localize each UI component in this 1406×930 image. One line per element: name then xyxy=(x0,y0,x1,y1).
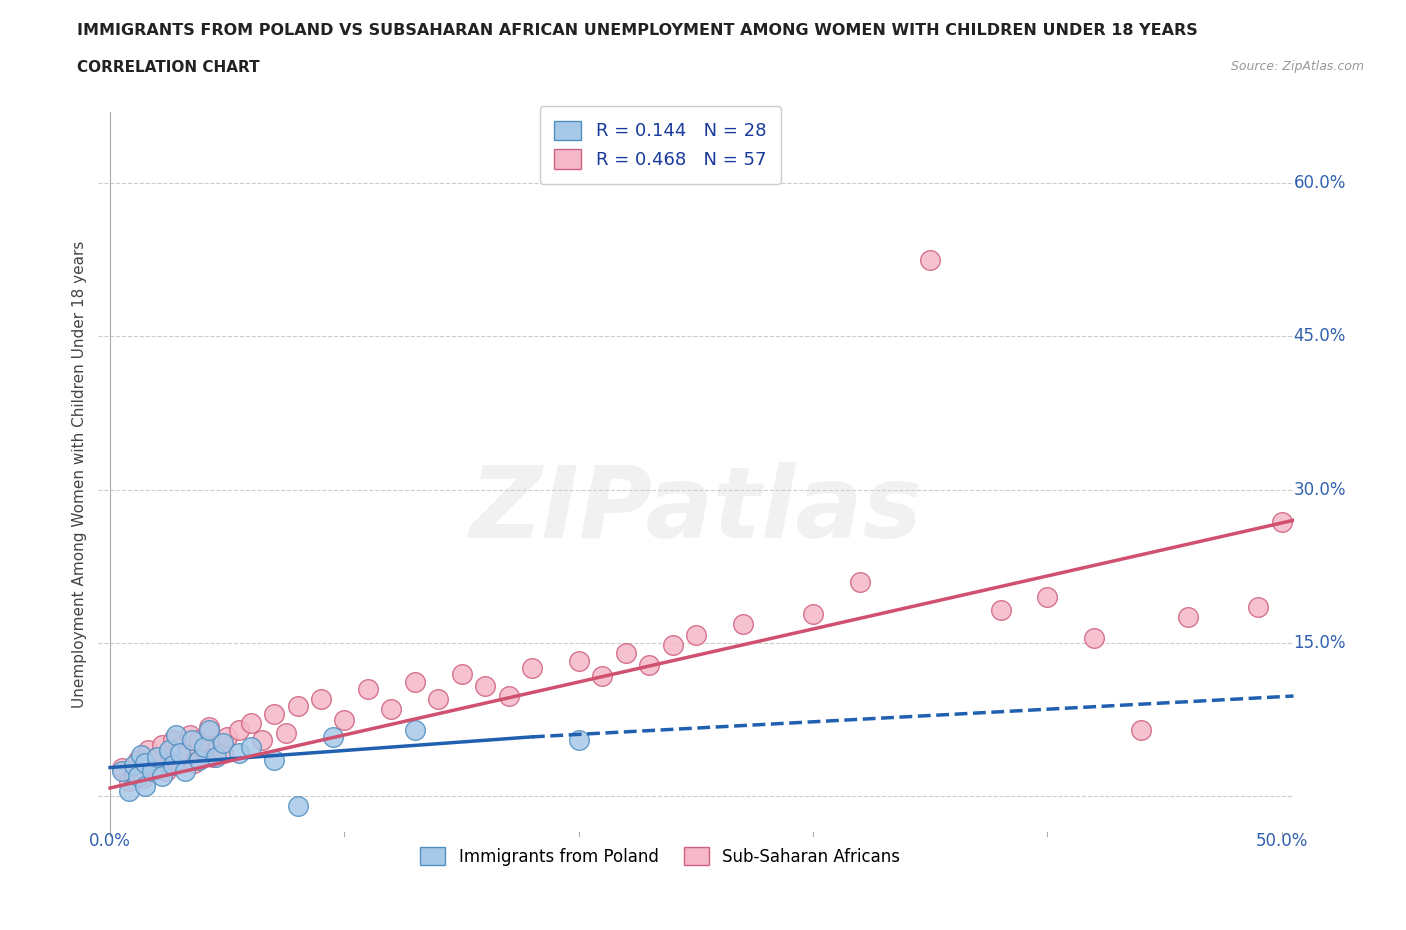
Point xyxy=(165,753,187,768)
Point xyxy=(150,737,173,752)
Point xyxy=(169,746,191,761)
Point xyxy=(239,739,262,754)
Point xyxy=(228,723,250,737)
Point xyxy=(188,733,211,748)
Point xyxy=(207,737,229,752)
Text: ZIPatlas: ZIPatlas xyxy=(470,462,922,559)
Point xyxy=(404,674,426,689)
Point xyxy=(129,748,152,763)
Point xyxy=(111,764,134,778)
Point xyxy=(801,607,824,622)
Point xyxy=(404,723,426,737)
Point xyxy=(638,658,661,672)
Point xyxy=(228,746,250,761)
Point xyxy=(322,729,344,744)
Point xyxy=(165,727,187,742)
Point xyxy=(427,692,450,707)
Point xyxy=(614,645,637,660)
Point xyxy=(380,702,402,717)
Point xyxy=(520,661,543,676)
Point xyxy=(157,743,180,758)
Point xyxy=(122,766,145,781)
Point xyxy=(193,743,215,758)
Text: IMMIGRANTS FROM POLAND VS SUBSAHARAN AFRICAN UNEMPLOYMENT AMONG WOMEN WITH CHILD: IMMIGRANTS FROM POLAND VS SUBSAHARAN AFR… xyxy=(77,23,1198,38)
Point xyxy=(118,784,141,799)
Point xyxy=(162,758,184,773)
Point xyxy=(287,698,309,713)
Point xyxy=(141,764,163,778)
Text: 30.0%: 30.0% xyxy=(1294,481,1346,498)
Text: CORRELATION CHART: CORRELATION CHART xyxy=(77,60,260,75)
Point xyxy=(204,750,226,764)
Point xyxy=(474,678,496,693)
Point xyxy=(263,753,285,768)
Point xyxy=(1177,610,1199,625)
Point xyxy=(197,723,219,737)
Point xyxy=(568,733,591,748)
Point xyxy=(127,768,149,783)
Point xyxy=(252,733,274,748)
Point xyxy=(1130,723,1153,737)
Point xyxy=(287,799,309,814)
Point xyxy=(146,750,169,764)
Point xyxy=(162,733,184,748)
Point xyxy=(174,764,197,778)
Point xyxy=(141,758,163,773)
Point xyxy=(333,712,356,727)
Point xyxy=(309,692,332,707)
Point xyxy=(1271,515,1294,530)
Point xyxy=(1247,600,1270,615)
Point xyxy=(136,743,159,758)
Point xyxy=(591,668,613,683)
Point xyxy=(731,617,754,631)
Point xyxy=(134,778,156,793)
Point xyxy=(174,748,197,763)
Point xyxy=(155,764,177,778)
Text: 45.0%: 45.0% xyxy=(1294,327,1346,345)
Text: 15.0%: 15.0% xyxy=(1294,634,1346,652)
Point xyxy=(357,682,380,697)
Point xyxy=(450,666,472,681)
Point xyxy=(197,719,219,734)
Point xyxy=(157,746,180,761)
Point xyxy=(181,733,204,748)
Point xyxy=(661,637,683,652)
Y-axis label: Unemployment Among Women with Children Under 18 years: Unemployment Among Women with Children U… xyxy=(72,241,87,708)
Point xyxy=(685,627,707,642)
Point xyxy=(211,736,233,751)
Text: 0.0%: 0.0% xyxy=(89,832,131,850)
Point xyxy=(134,756,156,771)
Point xyxy=(274,725,297,740)
Point xyxy=(183,756,205,771)
Point xyxy=(1036,590,1059,604)
Point xyxy=(920,252,942,267)
Text: 60.0%: 60.0% xyxy=(1294,174,1346,193)
Point xyxy=(122,758,145,773)
Point xyxy=(188,753,211,768)
Point xyxy=(498,688,520,703)
Point xyxy=(568,654,591,669)
Text: Source: ZipAtlas.com: Source: ZipAtlas.com xyxy=(1230,60,1364,73)
Point xyxy=(202,750,225,764)
Point xyxy=(169,739,191,754)
Point xyxy=(239,715,262,730)
Point xyxy=(211,746,233,761)
Point xyxy=(132,770,155,785)
Point xyxy=(146,750,169,764)
Point xyxy=(127,753,149,768)
Point xyxy=(193,739,215,754)
Point xyxy=(111,760,134,775)
Point xyxy=(118,774,141,789)
Point xyxy=(849,574,872,589)
Point xyxy=(990,603,1012,618)
Point xyxy=(179,727,201,742)
Legend: Immigrants from Poland, Sub-Saharan Africans: Immigrants from Poland, Sub-Saharan Afri… xyxy=(413,840,907,872)
Point xyxy=(1083,631,1105,645)
Text: 50.0%: 50.0% xyxy=(1256,832,1308,850)
Point xyxy=(263,707,285,722)
Point xyxy=(150,768,173,783)
Point xyxy=(217,729,239,744)
